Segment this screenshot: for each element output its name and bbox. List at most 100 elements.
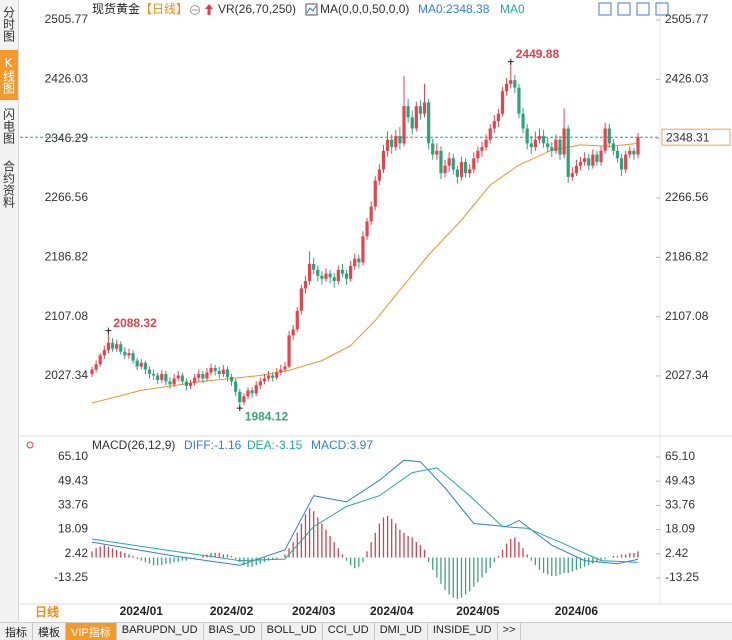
candle-body <box>197 373 201 378</box>
candle-body <box>591 154 595 166</box>
candle-body <box>435 150 439 155</box>
line <box>91 467 639 563</box>
x-tick-label: 2024/01 <box>120 604 164 618</box>
toolbar-tab[interactable]: CCI_UD <box>323 623 375 640</box>
tab[interactable]: K线图 <box>0 50 18 100</box>
candle-body <box>328 273 332 278</box>
y-tick-label: 2107.08 <box>45 309 89 323</box>
candle-body <box>422 102 427 114</box>
candle-body <box>110 342 115 349</box>
candle-body <box>488 128 492 140</box>
candle-body <box>541 135 546 144</box>
candle-body <box>94 364 98 370</box>
candle-body <box>357 258 361 263</box>
candle-body <box>295 310 299 330</box>
toolbar-tab[interactable]: DMI_UD <box>375 623 428 640</box>
candle-body <box>184 381 189 386</box>
candle-body <box>496 113 501 122</box>
icon[interactable] <box>190 5 200 15</box>
candle-body <box>119 344 123 352</box>
toolbar-tab[interactable]: BIAS_UD <box>204 623 262 640</box>
candle-body <box>369 206 373 222</box>
candle-body <box>201 373 205 379</box>
candle-body <box>353 258 357 267</box>
toolbar-tab[interactable]: >> <box>498 623 522 640</box>
candle-body <box>193 377 197 383</box>
icon[interactable] <box>26 441 34 449</box>
extreme-marker <box>236 405 243 412</box>
indicator-value: MA0 <box>500 2 525 16</box>
candle-body <box>427 102 431 144</box>
candle-body <box>316 269 320 276</box>
y-tick-label: 2426.03 <box>45 72 89 86</box>
candle-body <box>463 161 468 174</box>
icon[interactable] <box>636 2 650 16</box>
indicator-label[interactable]: MA(0,0,0,50,0,0) <box>320 2 409 16</box>
candle-body <box>254 385 258 394</box>
toolbar-tab[interactable]: INSIDE_UD <box>428 623 498 640</box>
toolbar-icons <box>598 2 669 16</box>
candle-body <box>578 161 583 166</box>
candle-body <box>603 128 607 151</box>
candle-body <box>443 165 447 174</box>
extreme-marker <box>507 58 514 65</box>
candle-body <box>431 143 435 155</box>
y-tick-label: -13.25 <box>665 570 699 584</box>
line <box>91 142 639 404</box>
sidebar: 分时图 K线图 闪电图 合约资料 <box>0 0 19 622</box>
tab[interactable]: 分时图 <box>1 6 16 42</box>
candle-body <box>562 128 566 155</box>
candle-body <box>332 277 336 281</box>
candle-body <box>225 369 230 377</box>
icon[interactable] <box>305 3 318 16</box>
candle-body <box>615 150 620 159</box>
candle-body <box>361 236 365 263</box>
candle-body <box>307 263 312 281</box>
icon[interactable] <box>655 2 669 16</box>
candle-body <box>619 158 624 170</box>
candle-body <box>595 154 599 162</box>
toolbar-tab[interactable]: BARUPDN_UD <box>117 623 204 640</box>
tab[interactable]: 合约资料 <box>1 160 16 208</box>
candle-body <box>246 390 250 397</box>
extreme-marker <box>105 327 112 334</box>
candle-body <box>521 113 525 129</box>
toolbar-tab[interactable]: VIP指标 <box>66 623 117 640</box>
candle-body <box>505 83 509 92</box>
candle-body <box>139 362 143 367</box>
candle-body <box>455 169 459 177</box>
candle-body <box>570 173 574 177</box>
indicator-value: DIFF:-1.16 <box>184 438 242 452</box>
icon[interactable] <box>617 2 631 16</box>
y-tick-label: 65.10 <box>58 449 88 463</box>
candle-body <box>513 80 517 88</box>
tab[interactable]: 闪电图 <box>1 108 16 144</box>
indicator-value: DEA:-3.15 <box>247 438 303 452</box>
period-label[interactable]: 日线 <box>35 604 59 619</box>
candle-body <box>106 342 111 351</box>
toolbar-tab[interactable]: 指标 <box>0 623 33 640</box>
toolbar-tab[interactable]: 模板 <box>33 623 66 640</box>
y-tick-label: 49.43 <box>58 473 88 487</box>
candle-body <box>402 106 406 144</box>
y-tick-label: 2186.82 <box>45 249 89 263</box>
y-tick-label: 33.76 <box>665 498 695 512</box>
extreme-label: 2088.32 <box>113 316 157 330</box>
instrument: 现货黄金 <box>92 1 140 16</box>
toolbar-tab[interactable]: BOLL_UD <box>262 623 323 640</box>
candle-body <box>143 362 147 370</box>
candle-body <box>611 143 615 151</box>
period[interactable]: 【日线】 <box>140 2 188 16</box>
candle-body <box>180 375 184 382</box>
indicator-label[interactable]: VR(26,70,250) <box>218 2 296 16</box>
candle-body <box>410 117 414 129</box>
candle-body <box>221 369 225 374</box>
candle-body <box>476 150 480 159</box>
y-tick-label: -13.25 <box>54 570 88 584</box>
y-tick-label: 2426.03 <box>665 72 709 86</box>
icon[interactable] <box>598 2 612 16</box>
y-tick-label: 49.43 <box>665 473 695 487</box>
candle-body <box>209 368 213 373</box>
y-tick-label: 2346.29 <box>45 131 89 145</box>
indicator-value: MACD:3.97 <box>311 438 373 452</box>
